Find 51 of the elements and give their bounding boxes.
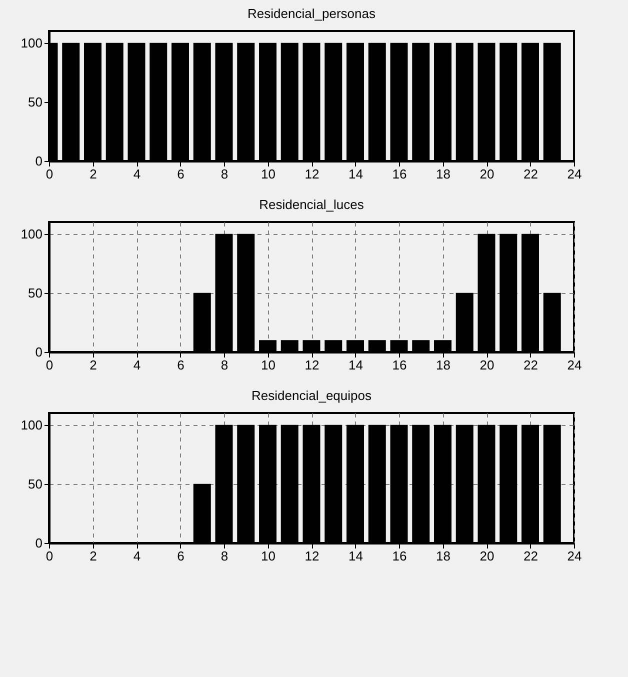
x-tick-label: 24 — [567, 548, 582, 564]
x-tick-label: 18 — [436, 358, 450, 372]
x-tick-label: 0 — [46, 358, 54, 372]
x-tick-label: 6 — [177, 166, 184, 182]
x-tick-label: 10 — [261, 166, 276, 182]
x-tick-label: 12 — [304, 358, 320, 372]
y-tick-label: 0 — [35, 344, 42, 360]
x-tick-label: 4 — [133, 548, 141, 564]
x-tick-label: 16 — [392, 548, 407, 564]
chart-title: Residencial_luces — [259, 197, 364, 212]
x-tick-label: 20 — [480, 358, 494, 372]
y-tick-label: 100 — [20, 35, 42, 50]
x-tick-label: 10 — [261, 548, 276, 564]
x-tick-label: 22 — [524, 166, 538, 182]
y-tick-label: 50 — [28, 285, 42, 300]
x-tick-label: 24 — [567, 358, 582, 372]
y-tick-label: 100 — [20, 417, 42, 432]
x-tick-label: 4 — [133, 358, 141, 372]
x-tick-label: 20 — [480, 166, 494, 182]
y-tick-label: 50 — [28, 94, 42, 110]
chart-title: Residencial_personas — [248, 6, 376, 21]
x-tick-label: 10 — [261, 358, 276, 372]
x-tick-label: 20 — [480, 548, 494, 564]
chart-title: Residencial_equipos — [252, 388, 372, 403]
x-tick-label: 0 — [46, 166, 54, 182]
x-tick-label: 14 — [348, 166, 363, 182]
x-tick-label: 22 — [524, 548, 538, 564]
x-tick-label: 14 — [348, 358, 363, 372]
x-tick-label: 6 — [177, 358, 184, 372]
x-tick-label: 12 — [304, 166, 320, 182]
x-tick-label: 22 — [524, 358, 538, 372]
x-tick-label: 18 — [436, 166, 450, 182]
x-tick-label: 6 — [177, 548, 184, 564]
x-tick-label: 2 — [90, 548, 97, 564]
x-tick-label: 4 — [133, 166, 141, 182]
x-tick-label: 16 — [392, 166, 407, 182]
x-tick-label: 0 — [46, 548, 54, 564]
x-tick-label: 18 — [436, 548, 450, 564]
y-tick-label: 0 — [35, 154, 42, 168]
x-tick-label: 8 — [220, 166, 228, 182]
x-tick-label: 24 — [567, 166, 582, 182]
x-tick-label: 14 — [348, 548, 363, 564]
x-tick-label: 2 — [90, 166, 97, 182]
x-tick-label: 16 — [392, 358, 407, 372]
y-tick-label: 100 — [20, 226, 42, 242]
x-tick-label: 2 — [90, 358, 97, 372]
x-tick-label: 12 — [304, 548, 320, 564]
x-tick-label: 8 — [220, 548, 228, 564]
y-tick-label: 50 — [28, 476, 42, 492]
y-tick-label: 0 — [35, 536, 42, 550]
x-tick-label: 8 — [220, 358, 228, 372]
